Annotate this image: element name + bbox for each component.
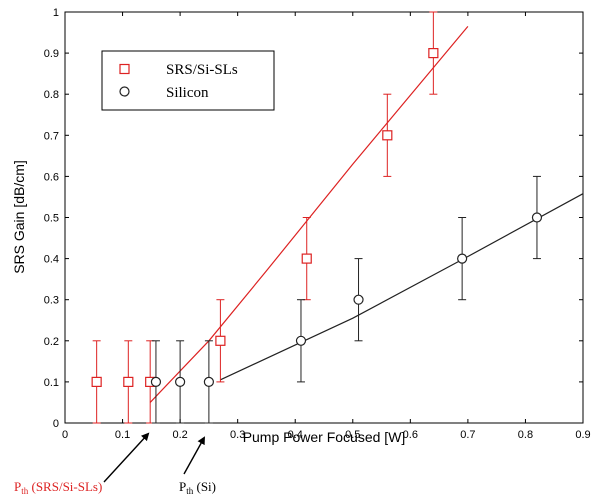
x-tick-label: 0.9 [575,429,590,441]
y-tick-label: 0.7 [44,130,59,142]
x-tick-label: 0 [62,429,68,441]
legend-marker-silicon [119,86,130,97]
data-point-silicon [150,376,162,387]
y-tick-label: 0.8 [44,89,59,101]
x-tick-label: 0.5 [345,429,360,441]
data-point-srs [91,376,102,387]
x-tick-label: 0.1 [115,429,130,441]
label-pth-si: Pth (Si) [179,479,216,496]
y-axis-title: SRS Gain [dB/cm] [11,160,27,274]
arrow-pth-srs [103,432,150,483]
data-point-silicon [295,335,307,346]
y-tick-label: 0.6 [44,171,59,183]
y-tick-label: 0.4 [44,254,59,266]
label-pth-si-rest: (Si) [193,479,216,494]
x-axis-title: Pump Power Focused [W] [243,429,406,445]
y-tick-label: 0.9 [44,48,59,60]
legend: SRS/Si-SLs Silicon [101,50,275,111]
legend-label-silicon: Silicon [166,85,209,101]
y-tick-label: 0 [53,418,59,430]
data-point-silicon [175,376,186,387]
x-tick-label: 0.3 [230,429,245,441]
x-tick-label: 0.8 [518,429,533,441]
data-point-silicon [531,212,543,223]
fit-line-srs [149,26,469,403]
x-tick-label: 0.6 [403,429,418,441]
x-tick-label: 0.2 [172,429,187,441]
y-tick-label: 0.5 [44,213,59,225]
data-point-srs [428,47,439,59]
legend-label-srs: SRS/Si-SLs [166,62,238,78]
label-pth-srs-sub: th [21,486,29,496]
legend-marker-srs [119,63,130,75]
data-point-srs [123,376,134,387]
y-tick-label: 1 [53,7,59,19]
x-tick-label: 0.4 [288,429,303,441]
fit-line-silicon [220,193,584,381]
label-pth-srs-p: P [14,479,21,494]
data-point-srs [215,335,226,346]
data-point-silicon [353,294,364,305]
label-pth-srs-rest: (SRS/Si-SLs) [28,479,102,494]
label-pth-srs: Pth (SRS/Si-SLs) [14,479,102,496]
arrow-pth-si [183,436,205,475]
data-point-srs [301,253,312,264]
y-tick-label: 0.2 [44,336,59,348]
data-point-silicon [203,376,214,387]
legend-box [101,50,275,111]
annotation-pth-si: Pth (Si) [179,436,216,496]
data-point-srs [382,130,393,141]
label-pth-si-p: P [179,479,186,494]
y-tick-label: 0.3 [44,295,59,307]
label-pth-si-sub: th [186,486,194,496]
data-point-silicon [457,253,468,264]
x-tick-label: 0.7 [460,429,475,441]
annotation-pth-srs: Pth (SRS/Si-SLs) [14,432,150,496]
y-tick-label: 0.1 [44,377,59,389]
